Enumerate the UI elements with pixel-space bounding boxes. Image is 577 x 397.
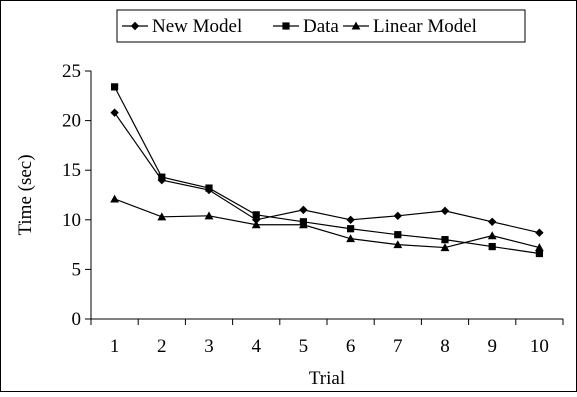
- legend-entry-linear-model: Linear Model: [343, 16, 477, 37]
- data-point-linear-model: [299, 220, 308, 229]
- data-point-data: [205, 184, 213, 192]
- series-linear-model: [110, 194, 544, 252]
- x-tick-label: 9: [487, 336, 497, 357]
- x-tick-label: 2: [157, 336, 167, 357]
- data-point-data: [158, 173, 166, 181]
- x-tick-label: 8: [440, 336, 450, 357]
- data-point-new-model: [440, 206, 450, 216]
- series-data: [111, 83, 543, 258]
- data-point-data: [111, 83, 119, 91]
- x-tick-label: 6: [346, 336, 356, 357]
- data-point-new-model: [535, 228, 544, 237]
- data-point-linear-model: [535, 243, 544, 252]
- y-tick-label: 15: [62, 160, 81, 181]
- series-line-new-model: [114, 112, 540, 234]
- data-point-new-model: [346, 215, 355, 224]
- data-point-data: [347, 225, 355, 233]
- legend-entry-data: Data: [273, 16, 339, 37]
- y-tick-label: 0: [72, 309, 82, 330]
- legend-label-data: Data: [303, 16, 339, 37]
- data-point-linear-model: [440, 243, 450, 252]
- legend-marker-linear-model: [351, 21, 361, 30]
- legend-entry-new-model: New Model: [122, 16, 242, 37]
- legend-marker-data: [282, 22, 290, 30]
- data-point-data: [488, 242, 496, 251]
- data-point-linear-model: [110, 194, 119, 203]
- y-tick-label: 10: [62, 210, 81, 231]
- data-point-data: [535, 249, 543, 258]
- legend-box: [116, 9, 526, 43]
- data-point-new-model: [393, 211, 402, 221]
- data-point-new-model: [488, 217, 497, 226]
- x-tick-label: 7: [393, 336, 403, 357]
- legend-label-new-model: New Model: [152, 16, 242, 37]
- legend-label-linear-model: Linear Model: [373, 16, 477, 37]
- data-point-linear-model: [393, 240, 403, 249]
- data-point-linear-model: [157, 212, 167, 221]
- series-line-linear-model: [114, 198, 540, 249]
- y-axis-label: Time (sec): [15, 154, 36, 235]
- y-tick-label: 5: [72, 259, 82, 280]
- y-tick-label: 20: [62, 111, 81, 132]
- x-tick-label: 10: [530, 336, 549, 357]
- series-line-data: [114, 86, 540, 255]
- y-tick-label: 25: [62, 61, 81, 82]
- data-point-linear-model: [251, 220, 261, 229]
- data-point-linear-model: [346, 234, 355, 243]
- data-point-new-model: [110, 108, 119, 117]
- x-tick-label: 4: [251, 336, 261, 357]
- legend-marker-new-model: [130, 21, 140, 31]
- axes: 0 5 10 15 20 25 1 2 3 4 5 6 7 8 9 10: [62, 61, 564, 357]
- x-tick-label: 1: [110, 336, 120, 357]
- data-point-linear-model: [487, 231, 497, 240]
- x-tick-label: 5: [299, 336, 309, 357]
- legend: New Model Data Linear Model: [116, 9, 526, 43]
- data-point-data: [441, 236, 449, 244]
- data-point-linear-model: [204, 211, 214, 220]
- x-axis-label: Trial: [309, 368, 345, 389]
- data-point-new-model: [299, 205, 308, 215]
- data-point-data: [394, 231, 402, 239]
- data-point-data: [252, 211, 260, 219]
- x-tick-label: 3: [204, 336, 214, 357]
